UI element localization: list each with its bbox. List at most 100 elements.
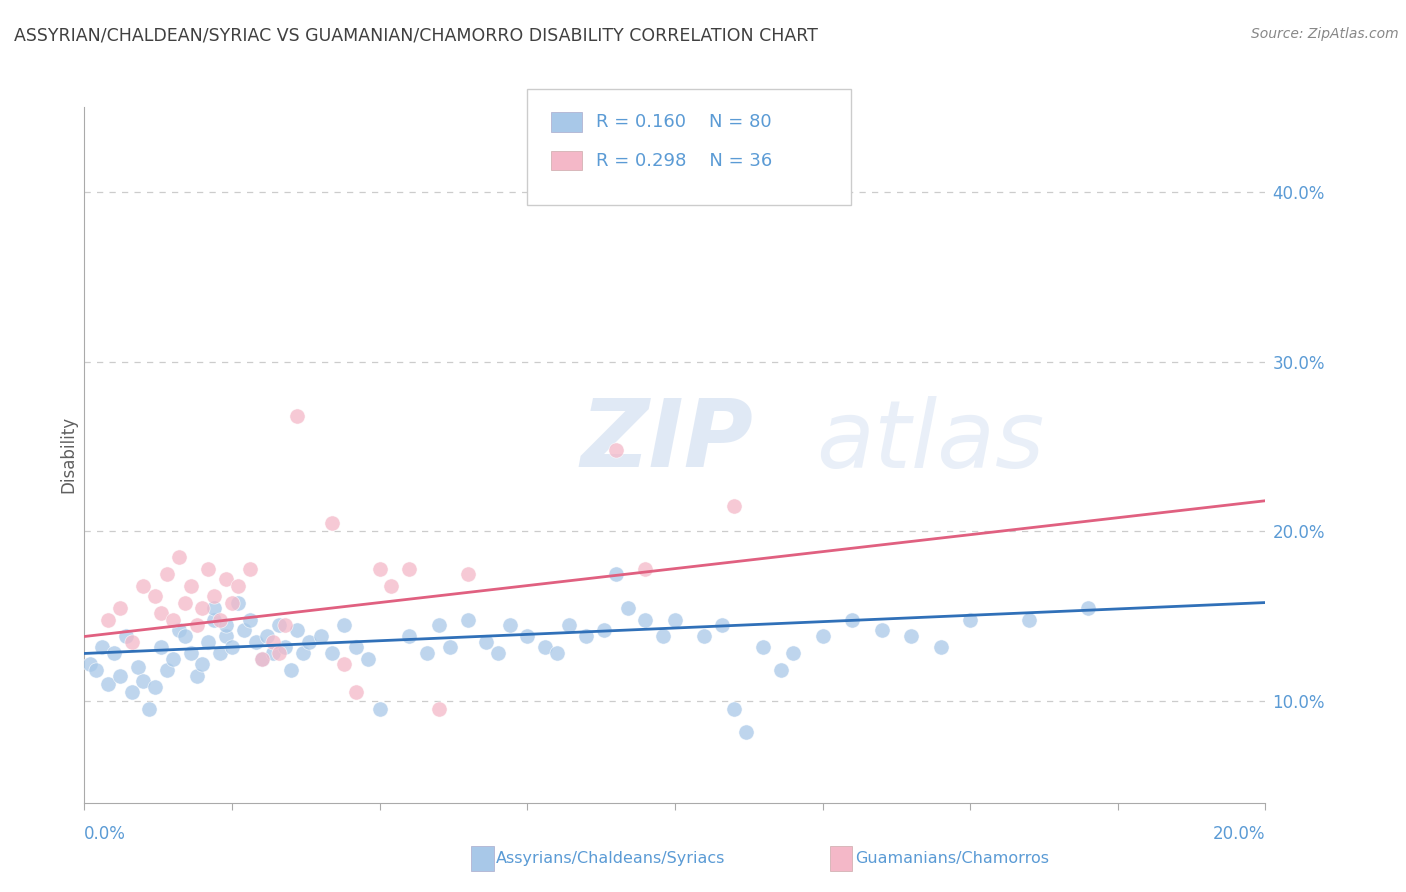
Point: [285, 409, 308, 423]
Point: [357, 651, 380, 665]
Point: [186, 668, 208, 682]
Point: [291, 647, 314, 661]
Point: [575, 630, 598, 644]
Point: [180, 647, 202, 661]
Point: [262, 647, 284, 661]
Point: [108, 600, 131, 615]
Point: [870, 623, 893, 637]
Point: [274, 640, 297, 654]
Point: [197, 561, 219, 575]
Point: [84, 664, 107, 678]
Point: [186, 617, 208, 632]
Point: [516, 630, 538, 644]
Point: [162, 651, 184, 665]
Point: [546, 647, 568, 661]
Point: [202, 600, 225, 615]
Point: [226, 596, 249, 610]
Text: Guamanians/Chamorros: Guamanians/Chamorros: [855, 851, 1049, 865]
Point: [173, 630, 195, 644]
Text: 0.0%: 0.0%: [84, 825, 127, 843]
Point: [811, 630, 834, 644]
Point: [711, 617, 734, 632]
Point: [475, 634, 498, 648]
Point: [929, 640, 952, 654]
Text: ASSYRIAN/CHALDEAN/SYRIAC VS GUAMANIAN/CHAMORRO DISABILITY CORRELATION CHART: ASSYRIAN/CHALDEAN/SYRIAC VS GUAMANIAN/CH…: [14, 27, 818, 45]
Point: [534, 640, 557, 654]
Point: [693, 630, 716, 644]
Point: [173, 596, 195, 610]
Point: [97, 677, 120, 691]
Point: [245, 634, 267, 648]
Point: [132, 673, 155, 688]
Point: [108, 668, 131, 682]
Point: [91, 640, 114, 654]
Point: [150, 640, 173, 654]
Point: [298, 634, 321, 648]
Point: [79, 657, 101, 671]
Text: 20.0%: 20.0%: [1213, 825, 1265, 843]
Point: [191, 657, 214, 671]
Point: [398, 561, 420, 575]
Point: [398, 630, 420, 644]
Point: [221, 640, 243, 654]
Point: [368, 702, 391, 716]
Point: [557, 617, 579, 632]
Text: R = 0.298    N = 36: R = 0.298 N = 36: [596, 152, 772, 169]
Point: [97, 613, 120, 627]
Point: [209, 613, 232, 627]
Point: [634, 613, 657, 627]
Point: [121, 634, 143, 648]
Point: [616, 600, 638, 615]
Point: [202, 589, 225, 603]
Point: [280, 664, 302, 678]
Point: [782, 647, 804, 661]
Point: [344, 640, 367, 654]
Point: [256, 630, 278, 644]
Point: [143, 589, 166, 603]
Point: [138, 702, 160, 716]
Point: [321, 516, 343, 530]
Point: [427, 702, 450, 716]
Point: [180, 578, 202, 592]
Point: [457, 613, 479, 627]
Point: [127, 660, 149, 674]
Point: [262, 634, 284, 648]
Point: [734, 724, 756, 739]
Point: [900, 630, 922, 644]
Point: [285, 623, 308, 637]
Point: [770, 664, 793, 678]
Y-axis label: Disability: Disability: [59, 417, 77, 493]
Point: [239, 613, 262, 627]
Point: [427, 617, 450, 632]
Point: [239, 561, 262, 575]
Point: [156, 664, 179, 678]
Point: [150, 606, 173, 620]
Point: [197, 634, 219, 648]
Point: [380, 578, 402, 592]
Point: [162, 613, 184, 627]
Point: [439, 640, 461, 654]
Point: [416, 647, 439, 661]
Point: [723, 702, 745, 716]
Point: [333, 617, 356, 632]
Text: Source: ZipAtlas.com: Source: ZipAtlas.com: [1251, 27, 1399, 41]
Point: [309, 630, 332, 644]
Point: [167, 549, 190, 564]
Point: [274, 617, 297, 632]
Point: [269, 617, 291, 632]
Point: [143, 681, 166, 695]
Point: [664, 613, 686, 627]
Point: [368, 561, 391, 575]
Point: [121, 685, 143, 699]
Point: [652, 630, 675, 644]
Point: [132, 578, 155, 592]
Point: [841, 613, 863, 627]
Point: [232, 623, 254, 637]
Point: [593, 623, 616, 637]
Point: [226, 578, 249, 592]
Point: [221, 596, 243, 610]
Text: atlas: atlas: [817, 395, 1045, 486]
Text: R = 0.160    N = 80: R = 0.160 N = 80: [596, 113, 772, 131]
Point: [752, 640, 775, 654]
Point: [723, 499, 745, 513]
